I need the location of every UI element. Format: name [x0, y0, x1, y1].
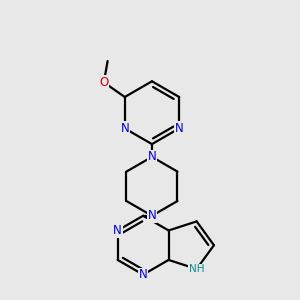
Text: N: N	[113, 224, 122, 237]
Text: N: N	[139, 268, 148, 281]
Text: N: N	[148, 209, 156, 222]
Text: N: N	[148, 150, 156, 164]
Text: N: N	[175, 122, 184, 135]
Text: N: N	[120, 122, 129, 135]
Text: NH: NH	[189, 264, 204, 274]
Text: O: O	[99, 76, 109, 89]
